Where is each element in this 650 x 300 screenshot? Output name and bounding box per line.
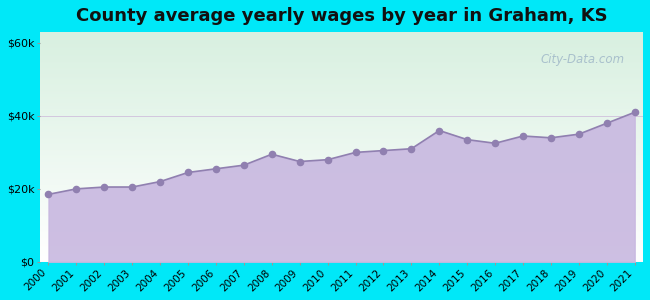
Point [350, 150, 361, 155]
Point [574, 132, 584, 136]
Point [99, 184, 110, 189]
Point [490, 141, 501, 146]
Point [155, 179, 165, 184]
Point [294, 159, 305, 164]
Text: City-Data.com: City-Data.com [541, 53, 625, 66]
Point [629, 110, 640, 115]
Point [601, 121, 612, 126]
Point [127, 184, 137, 189]
Point [378, 148, 389, 153]
Point [406, 146, 417, 151]
Point [211, 167, 221, 171]
Point [266, 152, 277, 157]
Title: County average yearly wages by year in Graham, KS: County average yearly wages by year in G… [76, 7, 607, 25]
Point [462, 137, 473, 142]
Point [72, 187, 82, 191]
Point [183, 170, 193, 175]
Point [546, 135, 556, 140]
Point [518, 134, 528, 138]
Point [322, 157, 333, 162]
Point [434, 128, 445, 133]
Point [239, 163, 249, 167]
Point [44, 192, 54, 197]
